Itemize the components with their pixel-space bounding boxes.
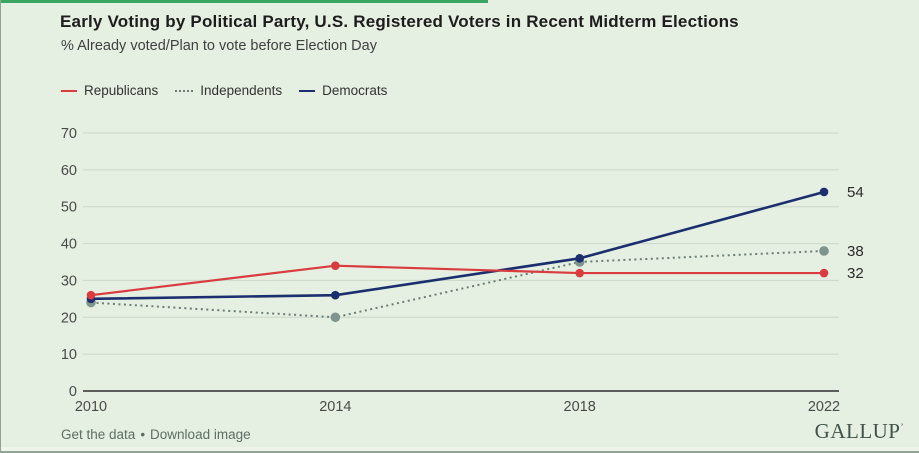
series-line-independents	[90, 249, 825, 319]
footer-separator: •	[140, 427, 146, 442]
top-accent-bar	[1, 0, 488, 3]
gallup-logo-mark-icon: ’	[900, 422, 904, 432]
legend-label-independents: Independents	[200, 83, 283, 98]
value-label-democrats: 54	[847, 184, 864, 201]
legend-label-democrats: Democrats	[322, 83, 388, 98]
legend-swatch-democrats-icon	[299, 89, 316, 92]
legend-label-republicans: Republicans	[84, 83, 159, 98]
y-axis-tick-label: 40	[61, 237, 77, 253]
data-point-republicans-2014[interactable]	[331, 261, 340, 270]
y-axis-tick-label: 0	[69, 384, 77, 400]
gallup-logo-text: GALLUP	[814, 419, 901, 443]
y-axis-tick-label: 10	[61, 347, 77, 363]
data-point-republicans-2018[interactable]	[575, 268, 584, 278]
download-image-link[interactable]: Download image	[150, 427, 251, 442]
legend-item-republicans[interactable]: Republicans	[61, 83, 158, 98]
y-axis-tick-label: 30	[61, 273, 77, 289]
gallup-logo: GALLUP’	[815, 419, 904, 444]
page-title: Early Voting by Political Party, U.S. Re…	[60, 12, 739, 32]
y-axis-tick-label: 70	[61, 126, 77, 142]
bottom-edge-border	[1, 451, 919, 453]
page-subtitle: % Already voted/Plan to vote before Elec…	[61, 38, 377, 54]
x-axis-tick-label: 2010	[75, 399, 107, 415]
value-label-independents: 38	[847, 243, 864, 260]
legend-swatch-republicans-icon	[61, 89, 77, 92]
x-axis-tick-label: 2018	[564, 399, 596, 415]
get-the-data-link[interactable]: Get the data	[61, 427, 136, 442]
data-point-independents-2022[interactable]	[819, 246, 829, 256]
footer-links: Get the data • Download image	[61, 427, 251, 442]
bottom-light-strip	[1, 447, 919, 451]
data-point-republicans-2010[interactable]	[86, 290, 96, 300]
y-axis-tick-label: 60	[61, 163, 77, 179]
data-point-democrats-2022[interactable]	[819, 187, 829, 197]
legend-item-independents[interactable]: Independents	[175, 83, 282, 98]
data-point-democrats-2018[interactable]	[575, 254, 584, 263]
y-axis-tick-label: 20	[61, 310, 77, 326]
y-axis-tick-label: 50	[61, 200, 77, 216]
data-point-independents-2014[interactable]	[330, 312, 341, 323]
data-point-democrats-2014[interactable]	[331, 290, 340, 300]
x-axis-tick-label: 2014	[319, 399, 351, 415]
series-line-republicans	[90, 264, 824, 297]
value-label-republicans: 32	[847, 265, 864, 282]
series-line-democrats	[90, 190, 825, 301]
data-point-republicans-2022[interactable]	[819, 268, 829, 278]
legend-item-democrats[interactable]: Democrats	[299, 83, 387, 98]
x-axis-tick-label: 2022	[808, 399, 840, 415]
legend-swatch-independents-icon	[175, 89, 194, 92]
chart-legend: Republicans Independents Democrats	[61, 83, 387, 98]
